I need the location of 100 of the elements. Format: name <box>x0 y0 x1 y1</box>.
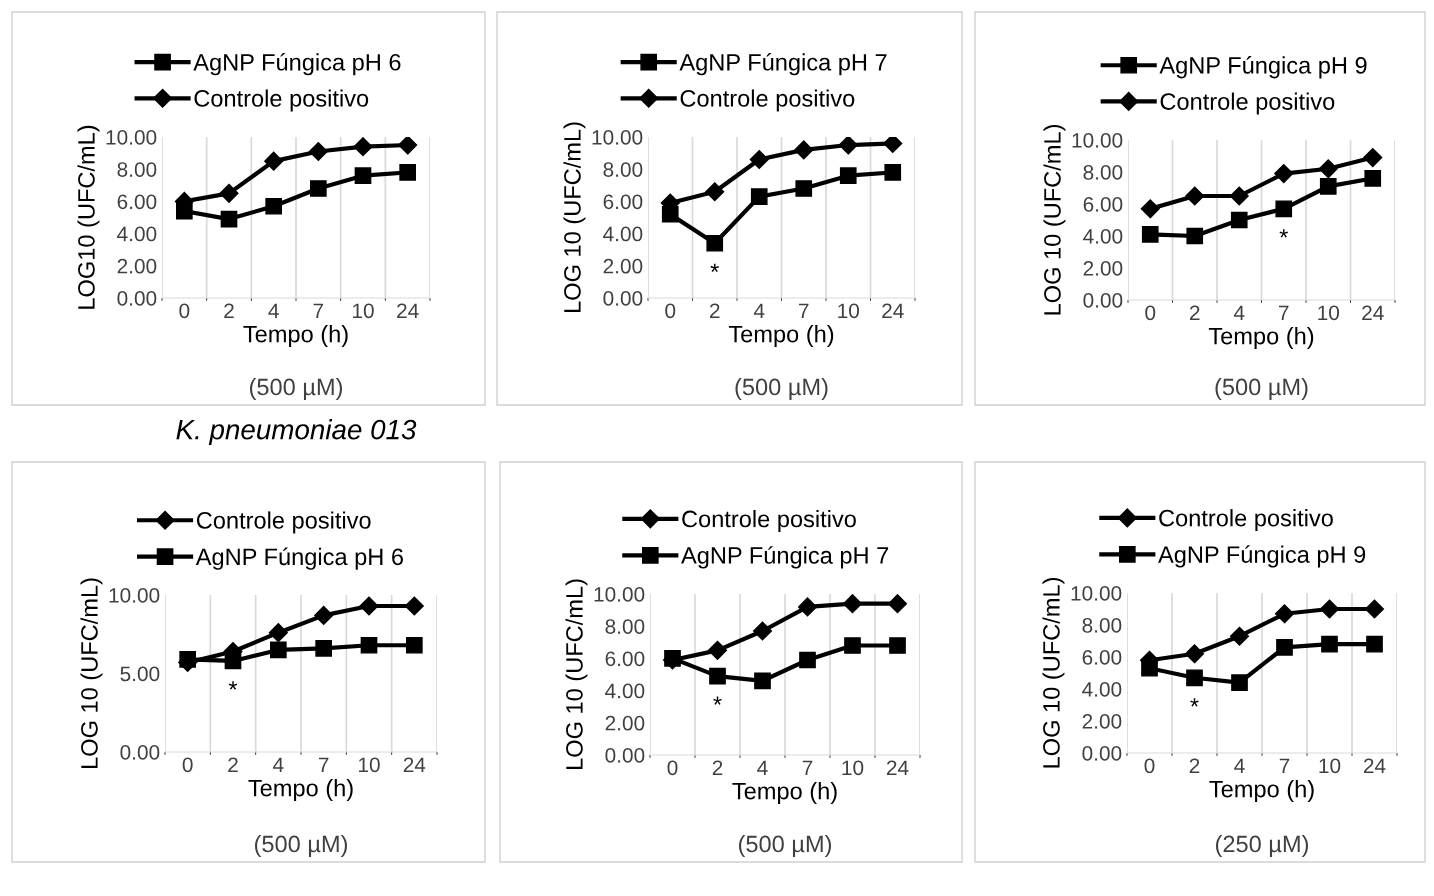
y-tick-label: 8.00 <box>603 162 643 177</box>
y-tick-label: 8.00 <box>1082 618 1122 633</box>
text: K. pneumoniae 013 <box>176 419 417 445</box>
y-tick-label: 4.00 <box>603 226 643 242</box>
y-axis-title: LOG 10 (UFC/mL) <box>565 579 588 769</box>
text: (500 µM) <box>1215 377 1308 401</box>
legend-label: Controle positivo <box>680 89 855 112</box>
x-axis-title: Tempo (h) <box>732 782 837 805</box>
text: (500 µM) <box>254 834 348 858</box>
y-tick-label: 10.00 <box>109 588 160 603</box>
x-tick-label: 4 <box>1234 758 1245 773</box>
legend-label: AgNP Fúngica pH 6 <box>193 52 401 76</box>
y-tick-label: 0.00 <box>117 291 157 306</box>
x-tick-label: 0 <box>667 760 678 776</box>
y-tick-label: 2.00 <box>605 715 645 731</box>
x-tick-label: 4 <box>268 303 279 318</box>
x-axis-title: Tempo (h) <box>728 325 834 348</box>
legend-label: Controle positivo <box>196 511 371 534</box>
y-axis-title: LOG10 (UFC/mL) <box>77 125 100 309</box>
x-tick-label: 10 <box>842 760 864 776</box>
y-axis-title: LOG 10 (UFC/mL) <box>1042 578 1065 768</box>
x-tick-label: 2 <box>1189 758 1200 773</box>
legend-label: Controle positivo <box>1159 509 1333 532</box>
x-tick-label: 4 <box>1233 305 1245 320</box>
y-tick-label: 2.00 <box>117 258 157 274</box>
legend-label: AgNP Fúngica pH 7 <box>679 52 887 76</box>
y-tick-label: 10.00 <box>1071 586 1122 601</box>
y-tick-label: 0.00 <box>605 748 645 763</box>
y-tick-label: 10.00 <box>592 130 643 145</box>
x-tick-label: 24 <box>886 760 909 775</box>
x-tick-label: 7 <box>318 757 329 772</box>
y-tick-label: 8.00 <box>605 619 645 634</box>
x-tick-label: 2 <box>710 303 720 318</box>
y-tick-label: 4.00 <box>1082 682 1122 697</box>
x-tick-label: 0 <box>182 757 193 773</box>
y-tick-label: 10.00 <box>106 130 157 145</box>
text: (500 µM) <box>249 377 343 401</box>
x-tick-label: 24 <box>882 303 904 318</box>
x-tick-label: 24 <box>1362 305 1384 320</box>
x-tick-label: 4 <box>757 760 768 775</box>
x-tick-label: 7 <box>799 303 809 318</box>
y-tick-label: 5.00 <box>120 666 160 682</box>
x-tick-label: 4 <box>753 303 765 318</box>
annotation: * <box>1279 229 1288 238</box>
text: (500 µM) <box>738 834 832 858</box>
x-tick-label: 24 <box>397 303 419 318</box>
x-axis-title: Tempo (h) <box>1208 327 1314 350</box>
y-axis-title: LOG 10 (UFC/mL) <box>1043 125 1066 315</box>
y-tick-label: 8.00 <box>117 162 157 177</box>
x-tick-label: 10 <box>1318 305 1340 321</box>
annotation: * <box>1190 698 1199 707</box>
legend-label: AgNP Fúngica pH 7 <box>681 546 889 569</box>
x-tick-label: 0 <box>1145 305 1156 321</box>
y-axis-title: LOG 10 (UFC/mL) <box>80 578 103 768</box>
x-tick-label: 2 <box>224 303 234 318</box>
y-tick-label: 6.00 <box>117 194 157 210</box>
annotation: * <box>710 263 719 272</box>
x-tick-label: 7 <box>1279 305 1289 320</box>
legend-label: Controle positivo <box>194 89 369 112</box>
legend-label: Controle positivo <box>682 509 856 532</box>
y-axis-title: LOG 10 (UFC/mL) <box>563 122 586 312</box>
x-tick-label: 10 <box>353 303 374 319</box>
x-tick-label: 24 <box>403 757 426 772</box>
y-tick-label: 2.00 <box>1083 261 1123 276</box>
y-tick-label: 6.00 <box>1083 197 1123 212</box>
x-tick-label: 10 <box>1319 758 1341 774</box>
y-tick-label: 0.00 <box>120 745 160 760</box>
y-tick-label: 6.00 <box>605 651 645 667</box>
y-tick-label: 2.00 <box>603 258 643 274</box>
legend-label: Controle positivo <box>1160 92 1335 115</box>
x-tick-label: 2 <box>228 757 238 772</box>
y-tick-label: 4.00 <box>1083 229 1123 244</box>
text: (500 µM) <box>735 377 828 401</box>
x-tick-label: 2 <box>1190 305 1200 320</box>
y-tick-label: 2.00 <box>1082 714 1122 729</box>
legend-label: AgNP Fúngica pH 9 <box>1158 545 1366 568</box>
x-tick-label: 0 <box>179 303 190 319</box>
y-tick-label: 0.00 <box>603 291 643 306</box>
x-tick-label: 2 <box>712 760 723 775</box>
y-tick-label: 6.00 <box>603 194 643 210</box>
x-tick-label: 7 <box>313 303 324 318</box>
y-tick-label: 0.00 <box>1083 293 1123 308</box>
annotation: * <box>713 696 722 705</box>
y-tick-label: 4.00 <box>117 226 157 242</box>
x-tick-label: 0 <box>665 303 676 319</box>
x-tick-label: 24 <box>1363 758 1386 773</box>
x-tick-label: 10 <box>359 757 380 773</box>
x-axis-title: Tempo (h) <box>248 779 353 802</box>
legend-label: AgNP Fúngica pH 9 <box>1159 56 1367 79</box>
text: (250 µM) <box>1215 834 1309 858</box>
x-axis-title: Tempo (h) <box>1209 780 1314 803</box>
y-tick-label: 4.00 <box>605 683 645 699</box>
annotation: * <box>228 681 238 690</box>
x-axis-title: Tempo (h) <box>243 325 348 348</box>
x-tick-label: 0 <box>1144 758 1155 774</box>
x-tick-label: 7 <box>1279 758 1290 773</box>
y-tick-label: 10.00 <box>594 587 645 602</box>
y-tick-label: 6.00 <box>1082 650 1122 665</box>
x-tick-label: 10 <box>838 303 860 319</box>
y-tick-label: 8.00 <box>1083 165 1123 180</box>
